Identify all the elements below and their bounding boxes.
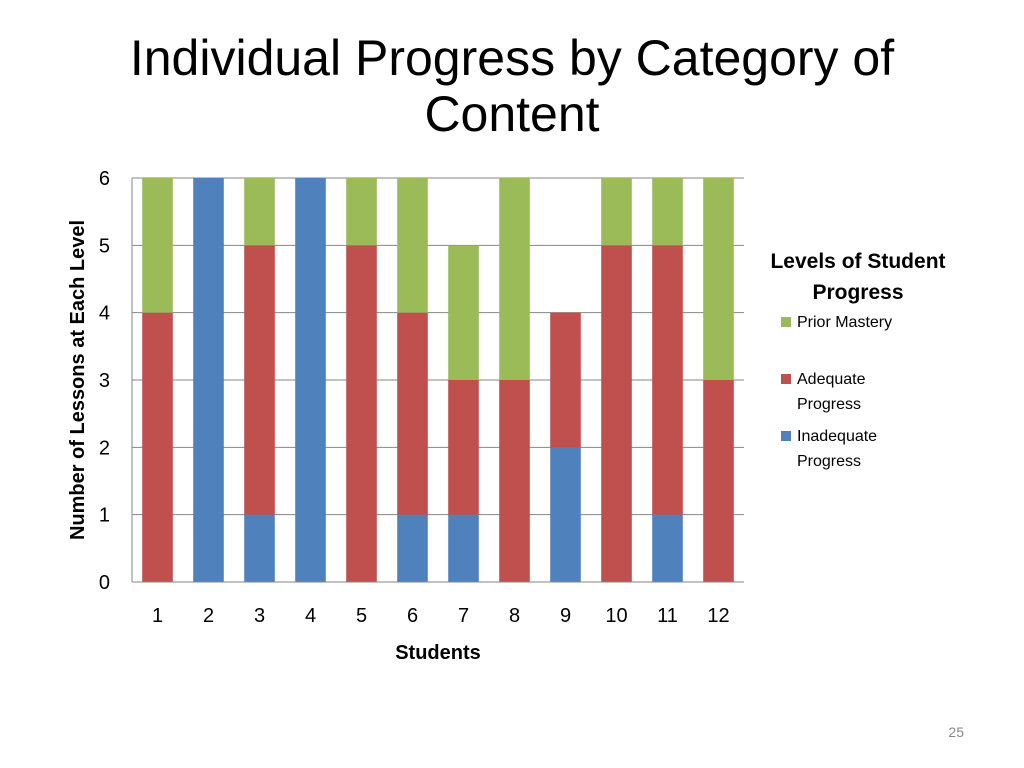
bar-segment-adequate-progress: [499, 380, 530, 582]
x-tick-label: 2: [203, 605, 214, 627]
bar-segment-prior-mastery: [397, 178, 428, 313]
bar-segment-adequate-progress: [397, 312, 428, 515]
bar-segment-inadequate-progress: [397, 514, 428, 582]
bar-segment-adequate-progress: [346, 245, 377, 583]
x-axis-title: Students: [395, 642, 481, 664]
y-tick-label: 1: [99, 505, 110, 527]
y-tick-label: 6: [99, 168, 110, 190]
y-tick-label: 4: [99, 303, 110, 325]
y-tick-label: 5: [99, 235, 110, 257]
x-tick-label: 5: [356, 605, 367, 627]
slide-title: Individual Progress by Category of Conte…: [0, 30, 1024, 142]
x-tick-label: 7: [458, 605, 469, 627]
x-tick-label: 9: [560, 605, 571, 627]
slide-title-line1: Individual Progress by Category of: [129, 30, 895, 86]
legend-title-line1: Levels of Student: [770, 250, 946, 273]
slide-title-line2: Content: [424, 86, 600, 142]
bar-segment-adequate-progress: [244, 245, 275, 515]
bar-segment-inadequate-progress: [652, 514, 683, 582]
legend-label: Adequate: [797, 371, 866, 388]
legend: Levels of Student Progress Prior Mastery…: [760, 246, 956, 470]
bar-segment-prior-mastery: [142, 178, 173, 313]
x-tick-label: 6: [407, 605, 418, 627]
legend-label: Inadequate: [797, 428, 878, 445]
x-tick-label: 3: [254, 605, 265, 627]
legend-title-line2: Progress: [812, 281, 904, 304]
legend-swatch-prior-mastery: [781, 317, 791, 327]
legend-item-prior-mastery: Prior Mastery: [781, 310, 947, 335]
legend-title: Levels of Student Progress: [760, 246, 956, 308]
bar-segment-prior-mastery: [448, 245, 479, 380]
legend-label: Prior Mastery: [797, 314, 893, 331]
bar-segment-inadequate-progress: [448, 514, 479, 582]
page-number: 25: [948, 724, 964, 740]
bar-segment-prior-mastery: [652, 178, 683, 246]
bar-segment-adequate-progress: [703, 380, 734, 582]
bar-segment-adequate-progress: [550, 312, 581, 448]
bar-segment-prior-mastery: [703, 178, 734, 380]
x-tick-label: 4: [305, 605, 316, 627]
bar-segment-inadequate-progress: [550, 447, 581, 582]
bar-segment-adequate-progress: [652, 245, 683, 515]
x-tick-label: 8: [509, 605, 520, 627]
bar-segment-prior-mastery: [244, 178, 275, 246]
y-tick-label: 2: [99, 437, 110, 459]
x-tick-label: 11: [657, 605, 678, 627]
legend-item-inadequate-progress: Inadequate Progress: [781, 424, 947, 474]
x-tick-label: 12: [707, 605, 729, 627]
bar-segment-adequate-progress: [601, 245, 632, 583]
legend-item-adequate-progress: Adequate Progress: [781, 367, 947, 417]
bar-segment-inadequate-progress: [193, 178, 224, 582]
bar-segment-prior-mastery: [601, 178, 632, 246]
bars: [142, 178, 734, 583]
bar-segment-prior-mastery: [499, 178, 530, 380]
y-tick-label: 0: [99, 572, 110, 594]
y-tick-label: 3: [99, 370, 110, 392]
legend-swatch-adequate-progress: [781, 374, 791, 384]
y-axis-title: Number of Lessons at Each Level: [67, 220, 89, 540]
x-tick-label: 10: [605, 605, 627, 627]
x-tick-label: 1: [152, 605, 163, 627]
legend-label: Progress: [797, 396, 862, 413]
legend-swatch-inadequate-progress: [781, 431, 791, 441]
legend-label: Progress: [797, 453, 862, 470]
bar-segment-inadequate-progress: [295, 178, 326, 582]
bar-segment-prior-mastery: [346, 178, 377, 246]
bar-segment-adequate-progress: [448, 380, 479, 515]
bar-segment-adequate-progress: [142, 312, 173, 582]
bar-segment-inadequate-progress: [244, 514, 275, 582]
